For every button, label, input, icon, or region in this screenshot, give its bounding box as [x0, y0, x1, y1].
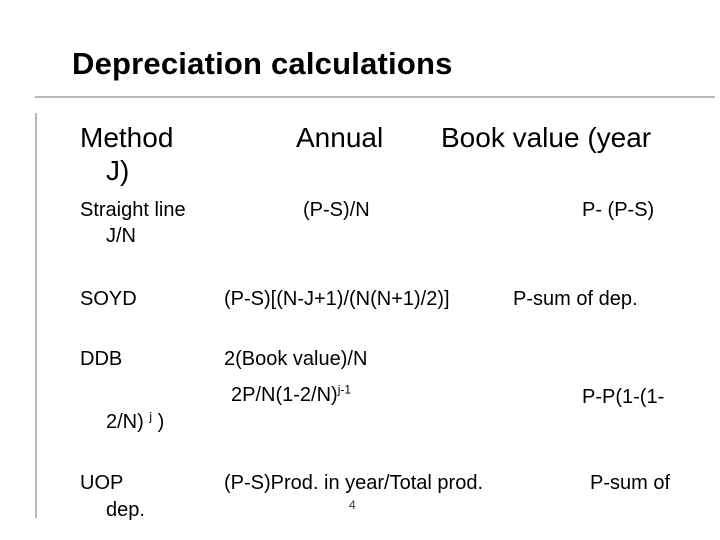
uop-method: UOP [80, 472, 124, 494]
ddb-annual-formula-exponent: j-1 [337, 382, 352, 397]
ddb-method: DDB [80, 348, 123, 370]
ddb-cont-close: ) [157, 411, 165, 433]
uop-book-value: P-sum of [590, 472, 671, 494]
uop-annual: (P-S)Prod. in year/Total prod. [224, 472, 483, 494]
soyd-book-value: P-sum of dep. [513, 288, 638, 310]
ddb-annual-formula: 2P/N(1-2/N)j-1 [231, 382, 352, 406]
left-margin-rule [35, 113, 37, 518]
soyd-annual: (P-S)[(N-J+1)/(N(N+1)/2)] [224, 288, 450, 310]
ddb-cont-exponent: j [149, 409, 153, 424]
header-annual-label: Annual [296, 122, 384, 153]
ddb-book-value: P-P(1-(1- [582, 386, 665, 408]
page-number: 4 [349, 498, 356, 512]
slide-title: Depreciation calculations [72, 46, 453, 81]
straight-line-book-value: P- (P-S) [582, 199, 655, 221]
header-divider [35, 96, 715, 98]
ddb-annual-formula-base: 2P/N(1-2/N) [231, 384, 338, 406]
uop-method-cont: dep. [106, 499, 145, 521]
header-book-value-label: Book value (year [441, 122, 652, 153]
ddb-book-value-cont: 2/N) j ) [106, 409, 165, 433]
straight-line-annual: (P-S)/N [303, 199, 370, 221]
straight-line-method: Straight line [80, 199, 186, 221]
straight-line-method-cont: J/N [106, 225, 136, 247]
header-method-label-cont: J) [106, 155, 130, 186]
ddb-cont-base: 2/N) [106, 411, 144, 433]
soyd-method: SOYD [80, 288, 137, 310]
header-method-label: Method [80, 122, 174, 153]
ddb-annual: 2(Book value)/N [224, 348, 368, 370]
